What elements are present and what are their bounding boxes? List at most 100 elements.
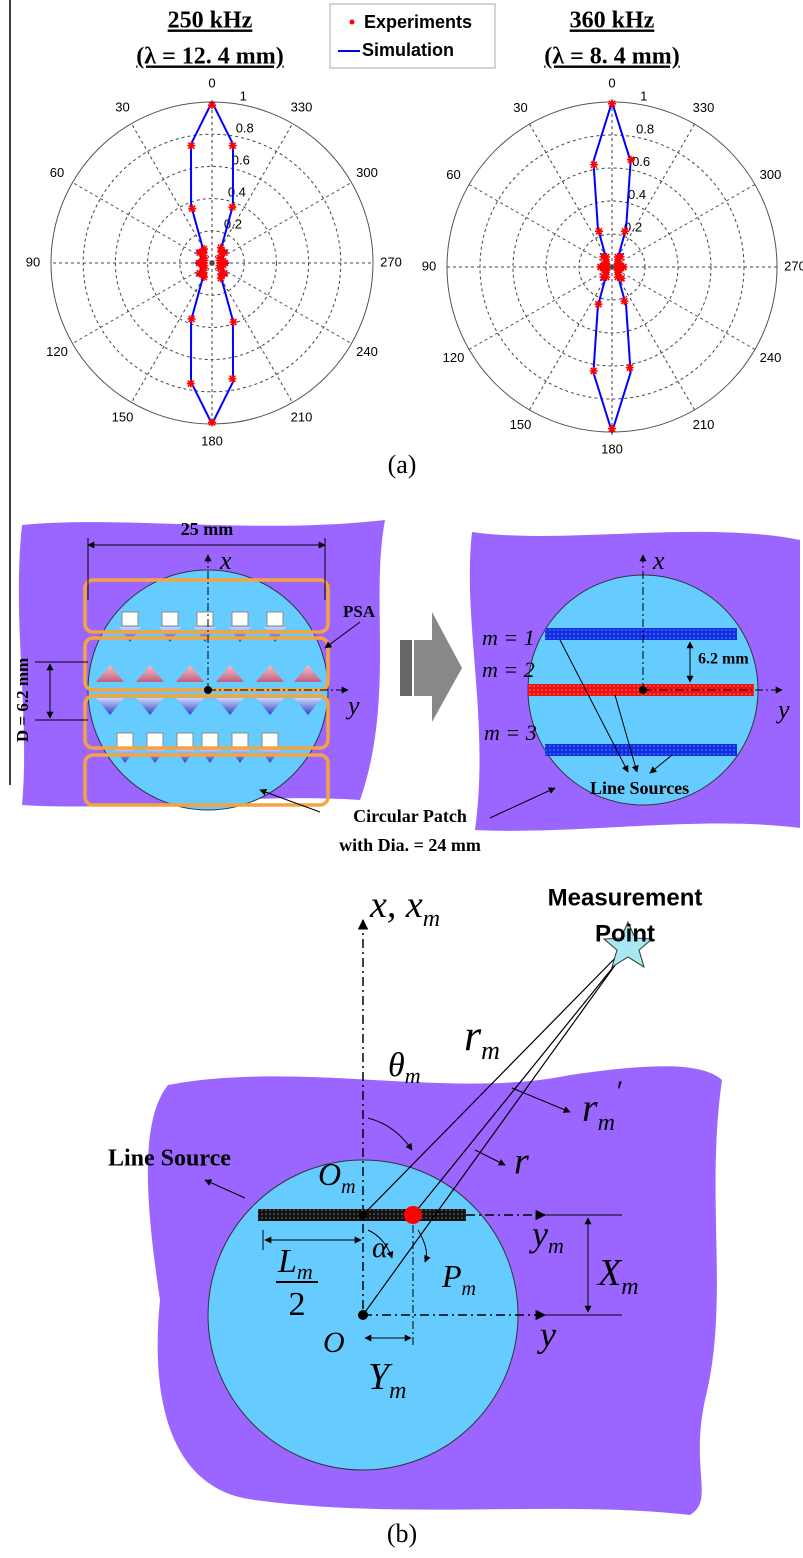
- experiment-point: [228, 203, 236, 211]
- axis-label: y: [537, 1314, 556, 1354]
- legend-label: Simulation: [362, 40, 454, 60]
- theta-tick-label: 180: [201, 433, 223, 448]
- theta-tick-label: 150: [510, 417, 532, 432]
- experiment-point: [620, 297, 628, 305]
- experiment-point: [590, 161, 598, 169]
- angle-label: α: [372, 1231, 389, 1264]
- label-base: O: [318, 1156, 341, 1192]
- experiment-point: [594, 300, 602, 308]
- r-tick-label: 0.4: [228, 185, 246, 200]
- r-tick-label: 1: [240, 89, 247, 104]
- r-tick-label: 0.6: [232, 153, 250, 168]
- grid-spoke: [469, 185, 612, 268]
- experiment-point: [217, 244, 225, 252]
- theta-tick-label: 240: [356, 344, 378, 359]
- psa-element: [267, 612, 283, 626]
- experiment-point: [208, 101, 216, 109]
- experiment-point: [229, 142, 237, 150]
- experiment-point: [614, 253, 622, 261]
- experiment-point: [208, 418, 216, 426]
- label-base: P: [441, 1258, 462, 1294]
- label-base: y: [529, 1214, 548, 1254]
- angle-label: θm: [388, 1047, 421, 1088]
- theta-tick-label: 0: [608, 75, 615, 90]
- theta-tick-label: 270: [784, 258, 803, 273]
- grid-spoke: [132, 124, 213, 263]
- spacing-label: D = 6.2 mm: [13, 658, 32, 742]
- psa-element: [122, 612, 138, 626]
- psa-element: [202, 733, 218, 747]
- theta-tick-label: 0: [208, 75, 215, 90]
- grid-spoke: [530, 124, 613, 267]
- psa-element: [197, 612, 213, 626]
- r-tick-label: 0.6: [632, 154, 650, 169]
- chart-subtitle: (λ = 8. 4 mm): [544, 44, 679, 70]
- r-tick-label: 0.8: [236, 121, 254, 136]
- theta-tick-label: 240: [760, 350, 782, 365]
- line-source: [545, 628, 737, 640]
- measurement-label: Point: [595, 920, 655, 947]
- measurement-label: Measurement: [548, 884, 703, 911]
- legend-label: Experiments: [364, 12, 472, 32]
- r-tick-label: 0.4: [628, 187, 646, 202]
- theta-tick-label: 270: [380, 254, 402, 269]
- theta-tick-label: 330: [291, 99, 313, 114]
- theta-tick-label: 30: [115, 99, 129, 114]
- patch-label: with Dia. = 24 mm: [339, 835, 481, 855]
- theta-tick-label: 30: [513, 100, 527, 115]
- panel-label: (a): [388, 450, 417, 479]
- chart-title: 360 kHz: [570, 8, 655, 34]
- line-source-diagram: Measurement Point x, xm θm rm rm′ r Line…: [108, 884, 722, 1515]
- psa-label: PSA: [343, 602, 376, 621]
- label-base: L: [277, 1243, 297, 1280]
- theta-tick-label: 120: [443, 350, 465, 365]
- label-base: X: [596, 1252, 623, 1294]
- axis-label: x, xm: [369, 884, 440, 932]
- experiment-point: [608, 100, 616, 108]
- psa-element: [262, 733, 278, 747]
- r-tick-label: 0.8: [636, 121, 654, 136]
- experiment-point: [608, 425, 616, 433]
- theta-tick-label: 300: [760, 167, 782, 182]
- line-source-label: Line Source: [108, 1146, 231, 1172]
- experiment-point: [627, 156, 635, 164]
- label-sub: m: [621, 1274, 638, 1300]
- theta-tick-label: 150: [112, 409, 134, 424]
- theta-tick-label: 120: [46, 344, 68, 359]
- label-sub: m: [389, 1378, 406, 1404]
- line-label: m = 2: [482, 657, 535, 682]
- experiment-point: [216, 254, 224, 262]
- grid-spoke: [612, 124, 695, 267]
- theta-tick-label: 330: [693, 100, 715, 115]
- grid-spoke: [469, 267, 612, 350]
- point-p: [404, 1206, 422, 1224]
- psa-element: [162, 612, 178, 626]
- theta-tick-label: 210: [693, 417, 715, 432]
- grid-spoke: [612, 267, 695, 410]
- label-sub: m: [548, 1233, 564, 1258]
- label-sub: m: [481, 1036, 500, 1065]
- line-spacing: 6.2 mm: [698, 651, 749, 668]
- experiment-point: [602, 273, 610, 281]
- origin: [204, 686, 212, 694]
- figure: 250 kHz(λ = 12. 4 mm)0.20.40.60.81030609…: [0, 0, 803, 1558]
- arrow-tail: [400, 640, 412, 696]
- label-sub: m: [341, 1176, 355, 1198]
- axis-label: y: [345, 691, 360, 720]
- experiment-point: [188, 205, 196, 213]
- psa-element: [117, 733, 133, 747]
- line-sources-label: Line Sources: [590, 778, 689, 798]
- experiment-point: [220, 269, 228, 277]
- chart-subtitle: (λ = 12. 4 mm): [136, 44, 283, 70]
- label-base: r: [464, 1011, 482, 1060]
- theta-tick-label: 60: [446, 167, 460, 182]
- transform-arrow: [414, 612, 462, 722]
- patch-label: Circular Patch: [353, 806, 467, 826]
- chart-title: 250 kHz: [168, 8, 253, 34]
- theta-tick-label: 210: [291, 409, 313, 424]
- theta-tick-label: 90: [422, 258, 436, 273]
- label-prime: ′: [615, 1075, 622, 1108]
- grid-spoke: [212, 124, 293, 263]
- distance-label: rm: [464, 1011, 500, 1065]
- label-base: x, x: [369, 884, 423, 926]
